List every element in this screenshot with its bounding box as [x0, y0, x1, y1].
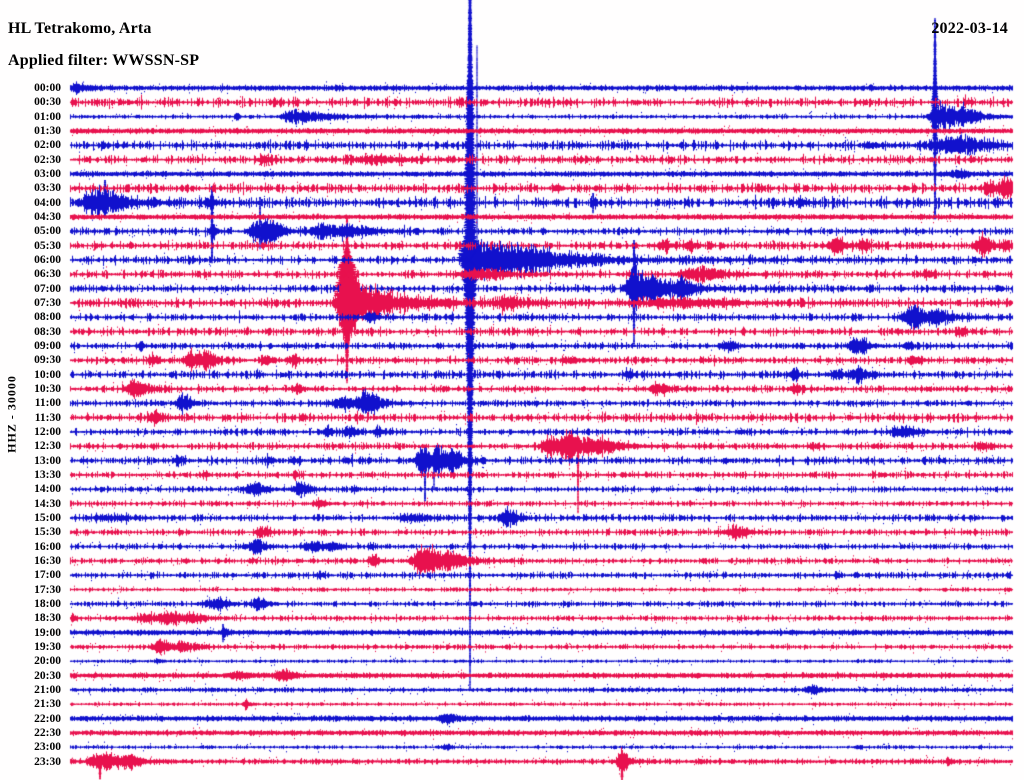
time-label: 16:30 — [34, 554, 61, 567]
time-label: 11:00 — [34, 397, 61, 410]
time-label: 16:00 — [34, 540, 61, 553]
time-label: 07:30 — [34, 296, 61, 309]
time-label: 18:30 — [34, 612, 61, 625]
time-label: 04:00 — [34, 196, 61, 209]
time-label: 15:00 — [34, 511, 61, 524]
time-label: 01:00 — [34, 110, 61, 123]
time-label: 08:00 — [34, 311, 61, 324]
time-label: 21:00 — [34, 683, 61, 696]
time-label: 17:00 — [34, 569, 61, 582]
applied-filter-label: Applied filter: WWSSN-SP — [8, 52, 200, 69]
time-label: 20:30 — [34, 669, 61, 682]
time-label: 14:00 — [34, 483, 61, 496]
time-label: 00:30 — [34, 96, 61, 109]
time-label: 10:30 — [34, 382, 61, 395]
time-label: 01:30 — [34, 124, 61, 137]
time-label: 22:30 — [34, 726, 61, 739]
time-label: 10:00 — [34, 368, 61, 381]
time-label: 04:30 — [34, 210, 61, 223]
time-label: 09:30 — [34, 354, 61, 367]
time-label: 13:30 — [34, 468, 61, 481]
time-label: 20:00 — [34, 655, 61, 668]
time-label: 12:30 — [34, 440, 61, 453]
time-label: 23:30 — [34, 755, 61, 768]
station-title: HL Tetrakomo, Arta — [8, 20, 152, 37]
time-label: 00:00 — [34, 82, 61, 94]
time-label: 05:30 — [34, 239, 61, 252]
time-label: 06:30 — [34, 268, 61, 281]
time-label: 03:30 — [34, 182, 61, 195]
time-label: 19:00 — [34, 626, 61, 639]
time-label: 13:00 — [34, 454, 61, 467]
time-label: 07:00 — [34, 282, 61, 295]
time-label: 06:00 — [34, 253, 61, 266]
time-label: 21:30 — [34, 698, 61, 711]
time-label: 03:00 — [34, 167, 61, 180]
time-label: 09:00 — [34, 339, 61, 352]
time-label: 11:30 — [34, 411, 61, 424]
time-label: 05:00 — [34, 225, 61, 238]
time-label: 02:00 — [34, 139, 61, 152]
time-label: 08:30 — [34, 325, 61, 338]
time-label: 12:00 — [34, 425, 61, 438]
time-label: 14:30 — [34, 497, 61, 510]
time-label: 23:00 — [34, 741, 61, 754]
time-label: 18:00 — [34, 597, 61, 610]
time-label: 22:00 — [34, 712, 61, 725]
time-label: 19:30 — [34, 640, 61, 653]
date-label: 2022-03-14 — [931, 20, 1008, 37]
time-label: 15:30 — [34, 526, 61, 539]
time-label: 02:30 — [34, 153, 61, 166]
time-label: 17:30 — [34, 583, 61, 596]
